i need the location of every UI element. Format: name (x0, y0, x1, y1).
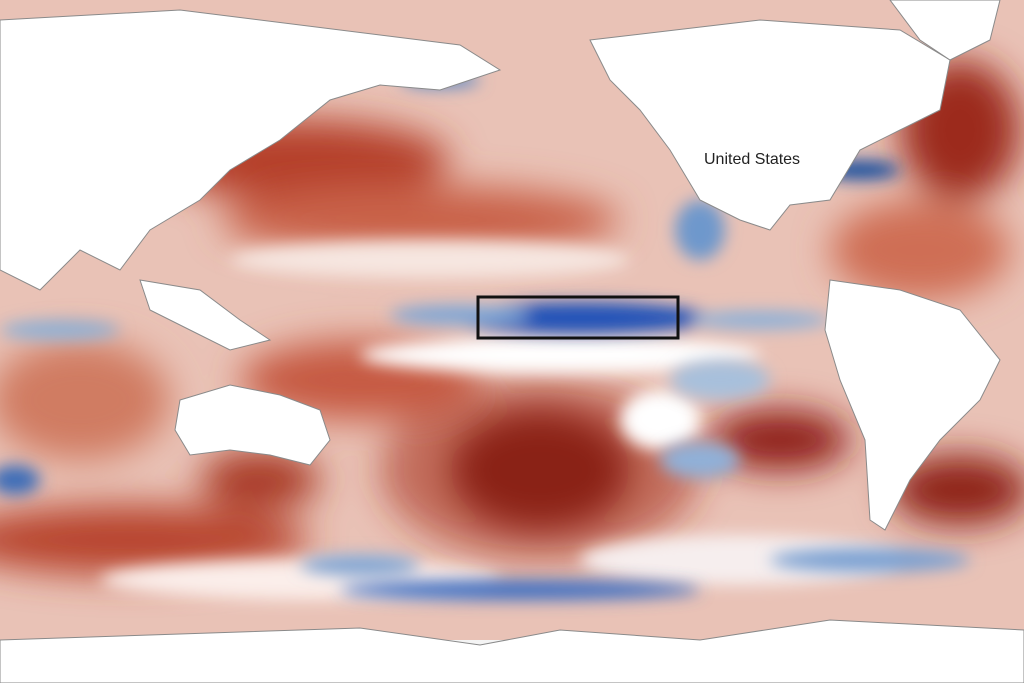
eurasia (0, 9, 502, 291)
highlight-box (476, 295, 680, 340)
south-america (824, 279, 1001, 531)
cool-anomalies (0, 72, 970, 600)
country-label: United States (704, 151, 800, 168)
north-america (589, 19, 951, 231)
southeast-asia (139, 279, 272, 351)
australia (174, 384, 331, 466)
warm-anomalies (0, 60, 1024, 575)
greenland (889, 0, 1001, 61)
antarctica (0, 619, 1024, 683)
